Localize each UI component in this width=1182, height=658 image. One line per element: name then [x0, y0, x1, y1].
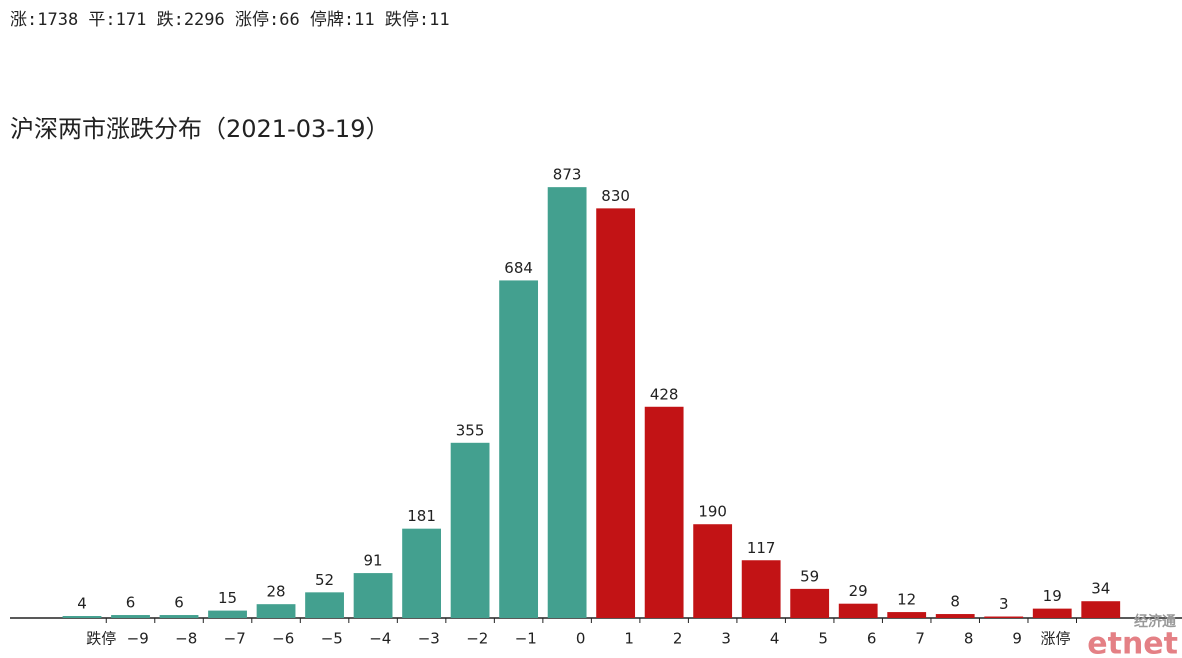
summary: 涨:1738 平:171 跌:2296 涨停:66 停牌:11 跌停:11 [10, 10, 450, 30]
x-tick-label: 3 [721, 630, 731, 648]
bar [741, 560, 781, 618]
value-label: 28 [267, 583, 286, 601]
value-label: 873 [553, 166, 582, 184]
value-label: 59 [800, 567, 819, 585]
bar [111, 615, 150, 618]
value-label: 117 [747, 539, 776, 557]
bar [62, 616, 102, 618]
x-tick-label: 2 [673, 630, 683, 648]
x-tick-label: 7 [915, 630, 925, 648]
value-label: 181 [407, 507, 436, 525]
watermark-cn: 经济通 [1134, 613, 1176, 630]
value-label: 52 [315, 571, 334, 589]
x-tick-label: −9 [127, 630, 149, 648]
watermark-en: etnet [1087, 627, 1178, 658]
bar [1081, 601, 1121, 618]
x-tick-label: 8 [964, 630, 974, 648]
value-label: 91 [364, 552, 383, 570]
x-tick-label: −2 [466, 630, 488, 648]
value-label: 19 [1043, 587, 1062, 605]
x-tick-label: −5 [321, 630, 343, 648]
x-tick-label: 跌停 [86, 630, 116, 648]
value-label: 3 [999, 595, 1009, 613]
x-tick-label: −4 [369, 630, 391, 648]
bar [596, 208, 636, 618]
bar [838, 603, 878, 618]
value-label: 8 [950, 593, 960, 611]
x-tick-label: 1 [624, 630, 634, 648]
value-label: 12 [897, 591, 916, 609]
chart-title: 沪深两市涨跌分布（2021-03-19） [10, 115, 389, 143]
x-tick-label: 5 [818, 630, 828, 648]
x-tick-label: 6 [867, 630, 877, 648]
bar [353, 573, 393, 618]
bar [644, 406, 684, 618]
value-label: 830 [601, 187, 630, 205]
bar [935, 614, 975, 618]
value-label: 190 [698, 503, 727, 521]
x-tick-label: 9 [1012, 630, 1022, 648]
bar [547, 187, 587, 618]
value-label: 355 [456, 421, 485, 439]
value-label: 684 [504, 259, 533, 277]
x-tick-label: −1 [515, 630, 537, 648]
bar [256, 604, 296, 618]
value-label: 428 [650, 385, 679, 403]
value-label: 34 [1091, 580, 1110, 598]
x-tick-label: −8 [175, 630, 197, 648]
bar [693, 524, 733, 618]
bar [790, 588, 830, 618]
value-label: 15 [218, 589, 237, 607]
x-tick-label: −7 [224, 630, 246, 648]
bar [984, 616, 1024, 618]
bar [208, 610, 247, 618]
bar [450, 442, 490, 618]
bar [1032, 608, 1072, 618]
bar [159, 615, 199, 618]
bar [499, 280, 539, 618]
x-tick-label: −3 [418, 630, 440, 648]
x-tick-label: 涨停 [1040, 630, 1070, 648]
x-tick-label: 4 [770, 630, 780, 648]
bar [402, 528, 441, 618]
bar [887, 612, 927, 618]
x-tick-label: −6 [272, 630, 294, 648]
value-label: 6 [126, 594, 136, 612]
bar [305, 592, 344, 618]
x-tick-label: 0 [576, 630, 586, 648]
value-label: 6 [174, 594, 184, 612]
value-label: 4 [77, 595, 87, 613]
value-label: 29 [849, 582, 868, 600]
